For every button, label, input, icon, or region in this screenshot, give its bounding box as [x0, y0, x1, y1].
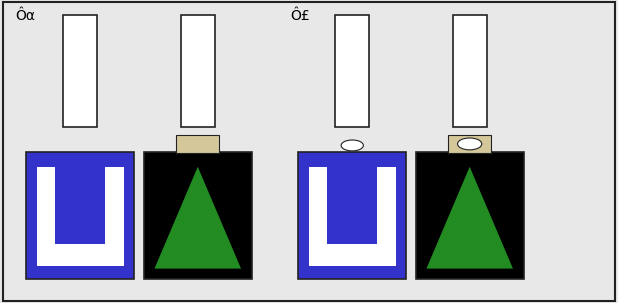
Bar: [415, 152, 523, 279]
Bar: [176, 135, 219, 153]
Bar: [105, 167, 124, 266]
Circle shape: [341, 140, 363, 151]
Bar: [63, 15, 97, 127]
Bar: [309, 245, 396, 266]
Bar: [37, 167, 56, 266]
Bar: [335, 15, 369, 127]
Bar: [143, 152, 252, 279]
Bar: [448, 135, 491, 153]
Polygon shape: [154, 167, 241, 268]
Bar: [180, 15, 214, 127]
Bar: [298, 152, 406, 279]
Circle shape: [457, 138, 482, 150]
Polygon shape: [426, 167, 513, 268]
Bar: [37, 245, 124, 266]
Bar: [26, 152, 134, 279]
Bar: [452, 15, 487, 127]
Text: Ôα: Ôα: [15, 9, 35, 23]
Bar: [377, 167, 396, 266]
Text: Ô£: Ô£: [290, 9, 310, 23]
Bar: [309, 167, 328, 266]
